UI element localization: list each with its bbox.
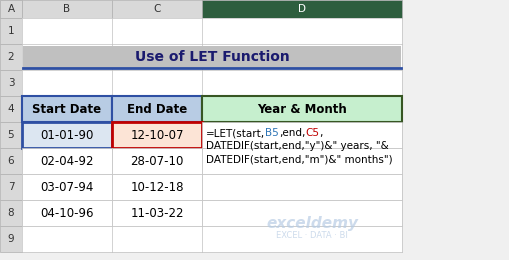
Text: A: A xyxy=(8,4,15,14)
Bar xyxy=(0,174,22,200)
Text: C5: C5 xyxy=(305,128,319,138)
Bar xyxy=(22,18,401,252)
Text: 1: 1 xyxy=(8,26,14,36)
Bar xyxy=(112,122,202,148)
Text: Start Date: Start Date xyxy=(33,102,101,115)
Bar xyxy=(22,122,112,148)
Bar xyxy=(112,96,202,122)
Text: =LET(start,: =LET(start, xyxy=(206,128,265,138)
Text: 12-10-07: 12-10-07 xyxy=(130,128,183,141)
Text: 7: 7 xyxy=(8,182,14,192)
Bar xyxy=(0,148,22,174)
Bar xyxy=(202,200,401,226)
Bar xyxy=(112,148,202,174)
Text: 28-07-10: 28-07-10 xyxy=(130,154,183,167)
Text: DATEDIF(start,end,"y")&" years, "&: DATEDIF(start,end,"y")&" years, "& xyxy=(206,141,388,151)
Text: 5: 5 xyxy=(8,130,14,140)
Bar xyxy=(0,0,22,18)
Bar xyxy=(0,122,22,148)
Text: 11-03-22: 11-03-22 xyxy=(130,206,183,219)
Bar xyxy=(22,148,112,174)
Bar xyxy=(202,174,401,200)
Bar xyxy=(0,18,22,44)
Bar xyxy=(202,0,401,18)
Text: exceldemy: exceldemy xyxy=(266,216,357,231)
Text: Use of LET Function: Use of LET Function xyxy=(134,50,289,64)
Text: 6: 6 xyxy=(8,156,14,166)
Bar xyxy=(0,70,22,96)
Text: End Date: End Date xyxy=(127,102,187,115)
Text: C: C xyxy=(153,4,160,14)
Bar xyxy=(202,96,401,122)
Text: 9: 9 xyxy=(8,234,14,244)
Text: ,: , xyxy=(319,128,322,138)
Text: ,end,: ,end, xyxy=(278,128,305,138)
Bar xyxy=(0,200,22,226)
Text: 3: 3 xyxy=(8,78,14,88)
Bar xyxy=(0,226,22,252)
Text: 4: 4 xyxy=(8,104,14,114)
Text: Year & Month: Year & Month xyxy=(257,102,346,115)
Bar xyxy=(0,0,22,18)
Text: DATEDIF(start,end,"m")&" months"): DATEDIF(start,end,"m")&" months") xyxy=(206,154,392,164)
Bar xyxy=(23,46,400,68)
Bar xyxy=(112,200,202,226)
Text: 2: 2 xyxy=(8,52,14,62)
Text: 01-01-90: 01-01-90 xyxy=(40,128,94,141)
Text: B5: B5 xyxy=(265,128,278,138)
Bar xyxy=(0,96,22,122)
Bar xyxy=(202,148,401,174)
Bar xyxy=(22,174,112,200)
Text: 03-07-94: 03-07-94 xyxy=(40,180,94,193)
Bar xyxy=(112,0,202,18)
Bar xyxy=(22,96,112,122)
Text: EXCEL · DATA · BI: EXCEL · DATA · BI xyxy=(275,231,347,239)
Bar xyxy=(112,174,202,200)
Bar xyxy=(202,122,401,148)
Bar xyxy=(22,0,112,18)
Bar xyxy=(22,200,112,226)
Text: 10-12-18: 10-12-18 xyxy=(130,180,183,193)
Text: D: D xyxy=(297,4,305,14)
Text: B: B xyxy=(63,4,70,14)
Text: 8: 8 xyxy=(8,208,14,218)
Text: 04-10-96: 04-10-96 xyxy=(40,206,94,219)
Text: 02-04-92: 02-04-92 xyxy=(40,154,94,167)
Bar xyxy=(0,44,22,70)
